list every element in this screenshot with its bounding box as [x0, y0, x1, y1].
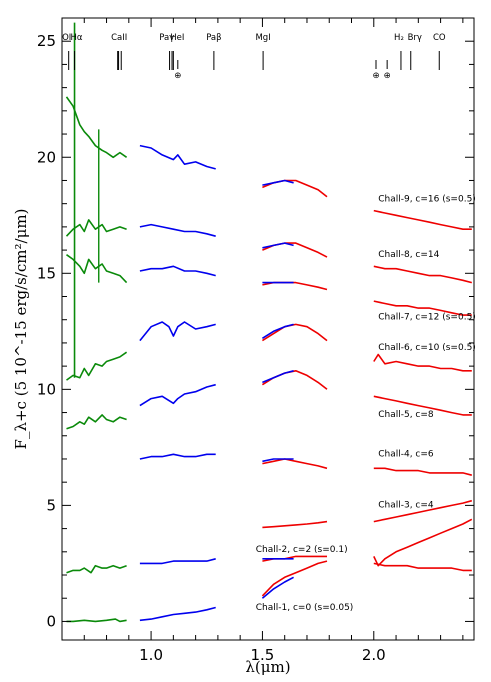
- spectrum-optical-segment: [66, 254, 128, 284]
- plot-frame: [61, 17, 475, 641]
- y-axis-title: F_λ+c (5 10^-15 erg/s/cm²/μm): [12, 209, 30, 450]
- spectrum-h-segment: [261, 370, 328, 390]
- telluric-symbol: ⊕: [174, 71, 181, 81]
- line-id-label: Paγ: [159, 33, 174, 43]
- spectrum-optical-segment: [66, 414, 127, 430]
- line-id-label: CaII: [111, 33, 127, 43]
- spectrum-k-segment: [373, 499, 473, 523]
- y-axis-title-text: F_λ+c (5 10^-15 erg/s/cm²/μm): [12, 209, 30, 450]
- line-id-label: CO: [433, 33, 446, 43]
- spectrum-j-segment: [139, 606, 216, 622]
- chart-axes: 1.0 1.5 2.0 0 5 10 15 20 25: [37, 18, 474, 664]
- spectrum-h-segment: [262, 281, 328, 291]
- spectrum-h-segment: [262, 458, 328, 470]
- y-tick-label: 5: [46, 496, 56, 514]
- spectrum-optical-segment: [66, 351, 128, 381]
- y-tick-label: 10: [37, 380, 56, 398]
- series-label: Chall-8, c=14: [378, 250, 439, 260]
- spectrum-j-segment: [139, 265, 216, 277]
- series-label: Chall-7, c=12 (s=0.5): [378, 313, 476, 323]
- series-label: Chall-1, c=0 (s=0.05): [256, 603, 354, 613]
- x-axis-title: λ(μm): [245, 658, 290, 676]
- spectrum-h-segment: [261, 560, 328, 597]
- y-tick-label: 20: [37, 148, 56, 166]
- line-id-label: Brγ: [408, 33, 422, 43]
- spectrum-h_blue-segment: [262, 458, 294, 463]
- series-label: Chall-6, c=10 (s=0.5): [378, 343, 476, 353]
- y-tick-label: 0: [46, 612, 56, 630]
- spectrum-k-segment: [373, 265, 473, 284]
- spectrum-j-segment: [139, 558, 216, 565]
- spectrum-j-segment: [139, 453, 216, 460]
- x-tick-label: 1.0: [139, 646, 163, 664]
- spectrum-k-segment: [373, 209, 472, 230]
- telluric-symbol: ⊕: [384, 71, 391, 81]
- spectrum-j-segment: [139, 321, 216, 342]
- spectrum-h_blue-segment: [262, 179, 294, 186]
- spectrum-j-segment: [139, 223, 216, 237]
- x-tick-label: 2.0: [362, 646, 386, 664]
- spectrum-h-segment: [261, 323, 328, 342]
- spectrum-j-segment: [139, 144, 216, 170]
- series-label: Chall-9, c=16 (s=0.5): [378, 194, 476, 204]
- spectrum-h_blue-segment: [261, 576, 294, 599]
- spectrum-h-segment: [262, 520, 328, 529]
- line-id-label: Paβ: [206, 33, 221, 43]
- series-label: Chall-2, c=2 (s=0.1): [256, 545, 348, 555]
- spectrum-optical-segment: [66, 564, 127, 574]
- line-id-label: H₂: [394, 33, 404, 43]
- line-id-label: OI: [62, 33, 71, 43]
- spectrum-j-segment: [139, 383, 216, 407]
- x-tick-label: 1.5: [251, 646, 275, 664]
- telluric-symbol: ⊕: [372, 71, 379, 81]
- spectrum-h_blue-segment: [262, 370, 294, 384]
- line-id-label: HeI: [170, 33, 184, 43]
- spectrum-optical-segment: [65, 219, 127, 237]
- spectrum-h_blue-segment: [262, 242, 294, 249]
- spectrum-k-segment: [373, 518, 473, 567]
- y-tick-label: 25: [37, 32, 56, 50]
- spectrum-k-segment: [373, 353, 472, 372]
- chart-marks: [65, 22, 473, 623]
- series-label: Chall-5, c=8: [378, 410, 434, 420]
- spectrum-optical-segment: [66, 618, 127, 623]
- spectrum-k-segment: [373, 562, 472, 572]
- spectrum-k-segment: [373, 300, 472, 316]
- spectrum-k-segment: [373, 395, 472, 416]
- spectrum-optical-segment: [65, 96, 128, 159]
- series-label: Chall-3, c=4: [378, 501, 434, 511]
- line-id-label: Hα: [71, 33, 83, 43]
- line-id-label: MgI: [255, 33, 270, 43]
- spectrum-h_blue-segment: [261, 323, 294, 339]
- y-tick-label: 15: [37, 264, 56, 282]
- spectrum-k-segment: [373, 467, 473, 476]
- series-label: Chall-4, c=6: [378, 450, 434, 460]
